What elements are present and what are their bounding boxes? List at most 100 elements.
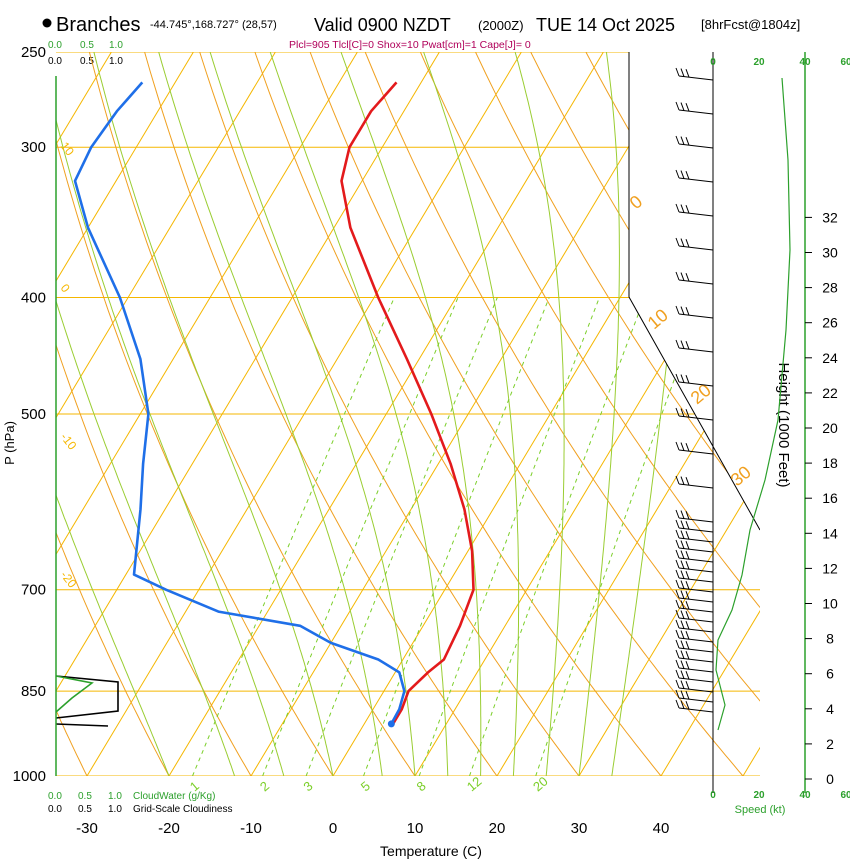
isotherm-label: 0: [58, 281, 73, 295]
wind-barb-feather: [676, 560, 679, 568]
wind-barb-feather: [686, 661, 689, 669]
cloud-scale-top-green-0: 0.0: [48, 40, 62, 51]
temperature-tick-label: -20: [158, 820, 180, 837]
wind-barb-feather: [676, 680, 679, 688]
height-tick-label: 2: [826, 736, 834, 752]
wind-barb-feather: [676, 510, 679, 518]
sounding-parameters: Plcl=905 Tlcl[C]=0 Shox=10 Pwat[cm]=1 Ca…: [289, 39, 531, 51]
wind-barb-feather: [681, 561, 684, 569]
height-tick-label: 22: [822, 385, 838, 401]
wind-barb-feather: [676, 530, 679, 538]
mixing-ratio-label: 20: [530, 774, 551, 795]
wind-barb-staff: [679, 658, 713, 662]
wind-barb-feather: [686, 691, 689, 699]
wind-barb-staff: [679, 608, 713, 612]
wind-barb-feather: [681, 621, 684, 629]
wind-barb-feather: [676, 640, 679, 648]
cloudiness-label: Grid-Scale Cloudiness: [133, 804, 233, 815]
pressure-tick-label: 300: [21, 139, 46, 156]
wind-barb-staff: [679, 628, 713, 632]
wind-barb-feather: [681, 443, 684, 451]
wind-barb-feather: [686, 591, 689, 599]
cloud-scale-bottom-green-0: 0.0: [48, 791, 62, 802]
height-tick-label: 24: [822, 350, 838, 366]
wind-barb-feather: [681, 631, 684, 639]
wind-barb-feather: [681, 521, 684, 529]
wind-barb-feather: [686, 641, 689, 649]
cloud-scale-bottom-green-2: 1.0: [108, 791, 122, 802]
temperature-tick-label: 30: [571, 820, 588, 837]
station-name: Branches: [56, 14, 141, 36]
height-tick-label: 32: [822, 209, 838, 225]
wind-barb-feather: [686, 671, 689, 679]
wind-barb-feather: [681, 531, 684, 539]
wind-barb-staff: [679, 568, 713, 572]
wind-barb-feather: [686, 631, 689, 639]
height-tick-label: 8: [826, 631, 834, 647]
wind-barb-staff: [679, 708, 713, 712]
thermo-grid: [0, 52, 850, 776]
wind-barb-feather: [681, 691, 684, 699]
cloudwater-label: CloudWater (g/Kg): [133, 791, 215, 802]
pressure-tick-label: 850: [21, 683, 46, 700]
dry-adiabat: [751, 52, 850, 776]
temperature-tick-label: 0: [329, 820, 337, 837]
height-tick-label: 18: [822, 455, 838, 471]
temperature-tick-label: 20: [489, 820, 506, 837]
isotherm-label: -20: [58, 568, 80, 591]
speed-tick-bottom: 40: [799, 790, 811, 801]
mixing-ratio-label: 12: [464, 774, 485, 795]
wind-barb-staff: [679, 678, 713, 682]
speed-tick-top: 20: [753, 57, 765, 68]
wind-barb-feather: [681, 651, 684, 659]
isotherm-label: -10: [58, 430, 80, 453]
wind-barb-feather: [681, 551, 684, 559]
mixing-ratio-line: [193, 298, 395, 777]
mixing-ratio-line: [470, 298, 645, 777]
wind-barb-feather: [681, 511, 684, 519]
height-tick-label: 30: [822, 245, 838, 261]
cloud-scale-top-green-1: 0.5: [80, 40, 94, 51]
height-tick-label: 12: [822, 560, 838, 576]
wind-barb-feather: [681, 477, 684, 485]
pressure-tick-label: 700: [21, 582, 46, 599]
temperature-profile: [342, 82, 474, 724]
wind-barb-staff: [679, 548, 713, 552]
cloud-scale-bottom-black-1: 0.5: [78, 804, 92, 815]
cloud-scale-top-black-2: 1.0: [109, 56, 123, 67]
wind-barb-feather: [681, 681, 684, 689]
wind-barb-feather: [676, 650, 679, 658]
mixing-ratio-label: 8: [413, 778, 428, 794]
cloud-scale-top: 0.0 0.5 1.0 0.0 0.5 1.0: [48, 40, 123, 67]
wind-barb-staff: [679, 648, 713, 652]
cloudiness-line-2: [56, 724, 108, 726]
wind-barb-feather: [686, 681, 689, 689]
height-tick-label: 4: [826, 701, 834, 717]
wind-barb-staff: [679, 528, 713, 532]
cloud-scale-bottom-black-0: 0.0: [48, 804, 62, 815]
mixing-ratio-label: 5: [358, 778, 373, 794]
mixing-ratio-label: 2: [257, 778, 272, 794]
cloud-scale-bottom-green-1: 0.5: [78, 791, 92, 802]
wind-barb-feather: [676, 630, 679, 638]
cloud-scale-bottom-black-2: 1.0: [108, 804, 122, 815]
wind-barb-feather: [676, 442, 679, 450]
height-tick-label: 10: [822, 596, 838, 612]
height-axis-label: Height (1000 Feet): [775, 362, 792, 487]
pressure-tick-label: 500: [21, 406, 46, 423]
wind-barb-feather: [676, 660, 679, 668]
temperature-tick-label: -30: [76, 820, 98, 837]
cloud-scale-top-green-2: 1.0: [109, 40, 123, 51]
wind-barb-feather: [676, 700, 679, 708]
mixing-ratio-line: [364, 298, 550, 777]
station-coords: -44.745°,168.727° (28,57): [150, 19, 277, 31]
wind-barb-feather: [676, 540, 679, 548]
wind-barb-feather: [681, 671, 684, 679]
wind-barb-feather: [686, 531, 689, 539]
wind-barb-feather: [681, 591, 684, 599]
wind-barb-feather: [681, 611, 684, 619]
speed-tick-bottom: 20: [753, 790, 765, 801]
wind-barb-feather: [681, 581, 684, 589]
